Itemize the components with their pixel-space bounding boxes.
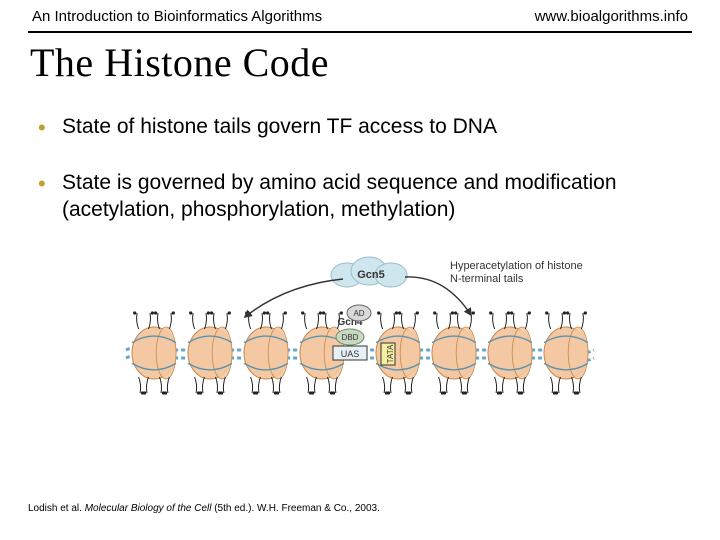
svg-text:UAS: UAS <box>341 349 360 359</box>
svg-text:Hyperacetylation of histone: Hyperacetylation of histone <box>450 260 583 272</box>
citation: Lodish et al. Molecular Biology of the C… <box>28 503 380 514</box>
histone-diagram: UASTATADBDGcn4ADGcn5Hyperacetylation of … <box>120 253 600 403</box>
citation-book: Molecular Biology of the Cell <box>85 503 212 514</box>
header-rule <box>28 31 692 33</box>
header-right: www.bioalgorithms.info <box>535 8 688 25</box>
svg-text:AD: AD <box>353 309 364 318</box>
citation-suffix: (5th ed.). W.H. Freeman & Co., 2003. <box>211 503 379 514</box>
svg-text:N-terminal tails: N-terminal tails <box>450 273 524 285</box>
svg-text:DBD: DBD <box>342 333 359 342</box>
svg-text:Gcn5: Gcn5 <box>357 269 385 281</box>
bullet-list: State of histone tails govern TF access … <box>28 114 692 223</box>
bullet-item: State of histone tails govern TF access … <box>38 114 692 140</box>
header-left: An Introduction to Bioinformatics Algori… <box>32 8 322 25</box>
bullet-item: State is governed by amino acid sequence… <box>38 170 692 223</box>
svg-text:TATA: TATA <box>386 344 395 363</box>
citation-prefix: Lodish et al. <box>28 503 85 514</box>
slide-title: The Histone Code <box>28 39 692 86</box>
